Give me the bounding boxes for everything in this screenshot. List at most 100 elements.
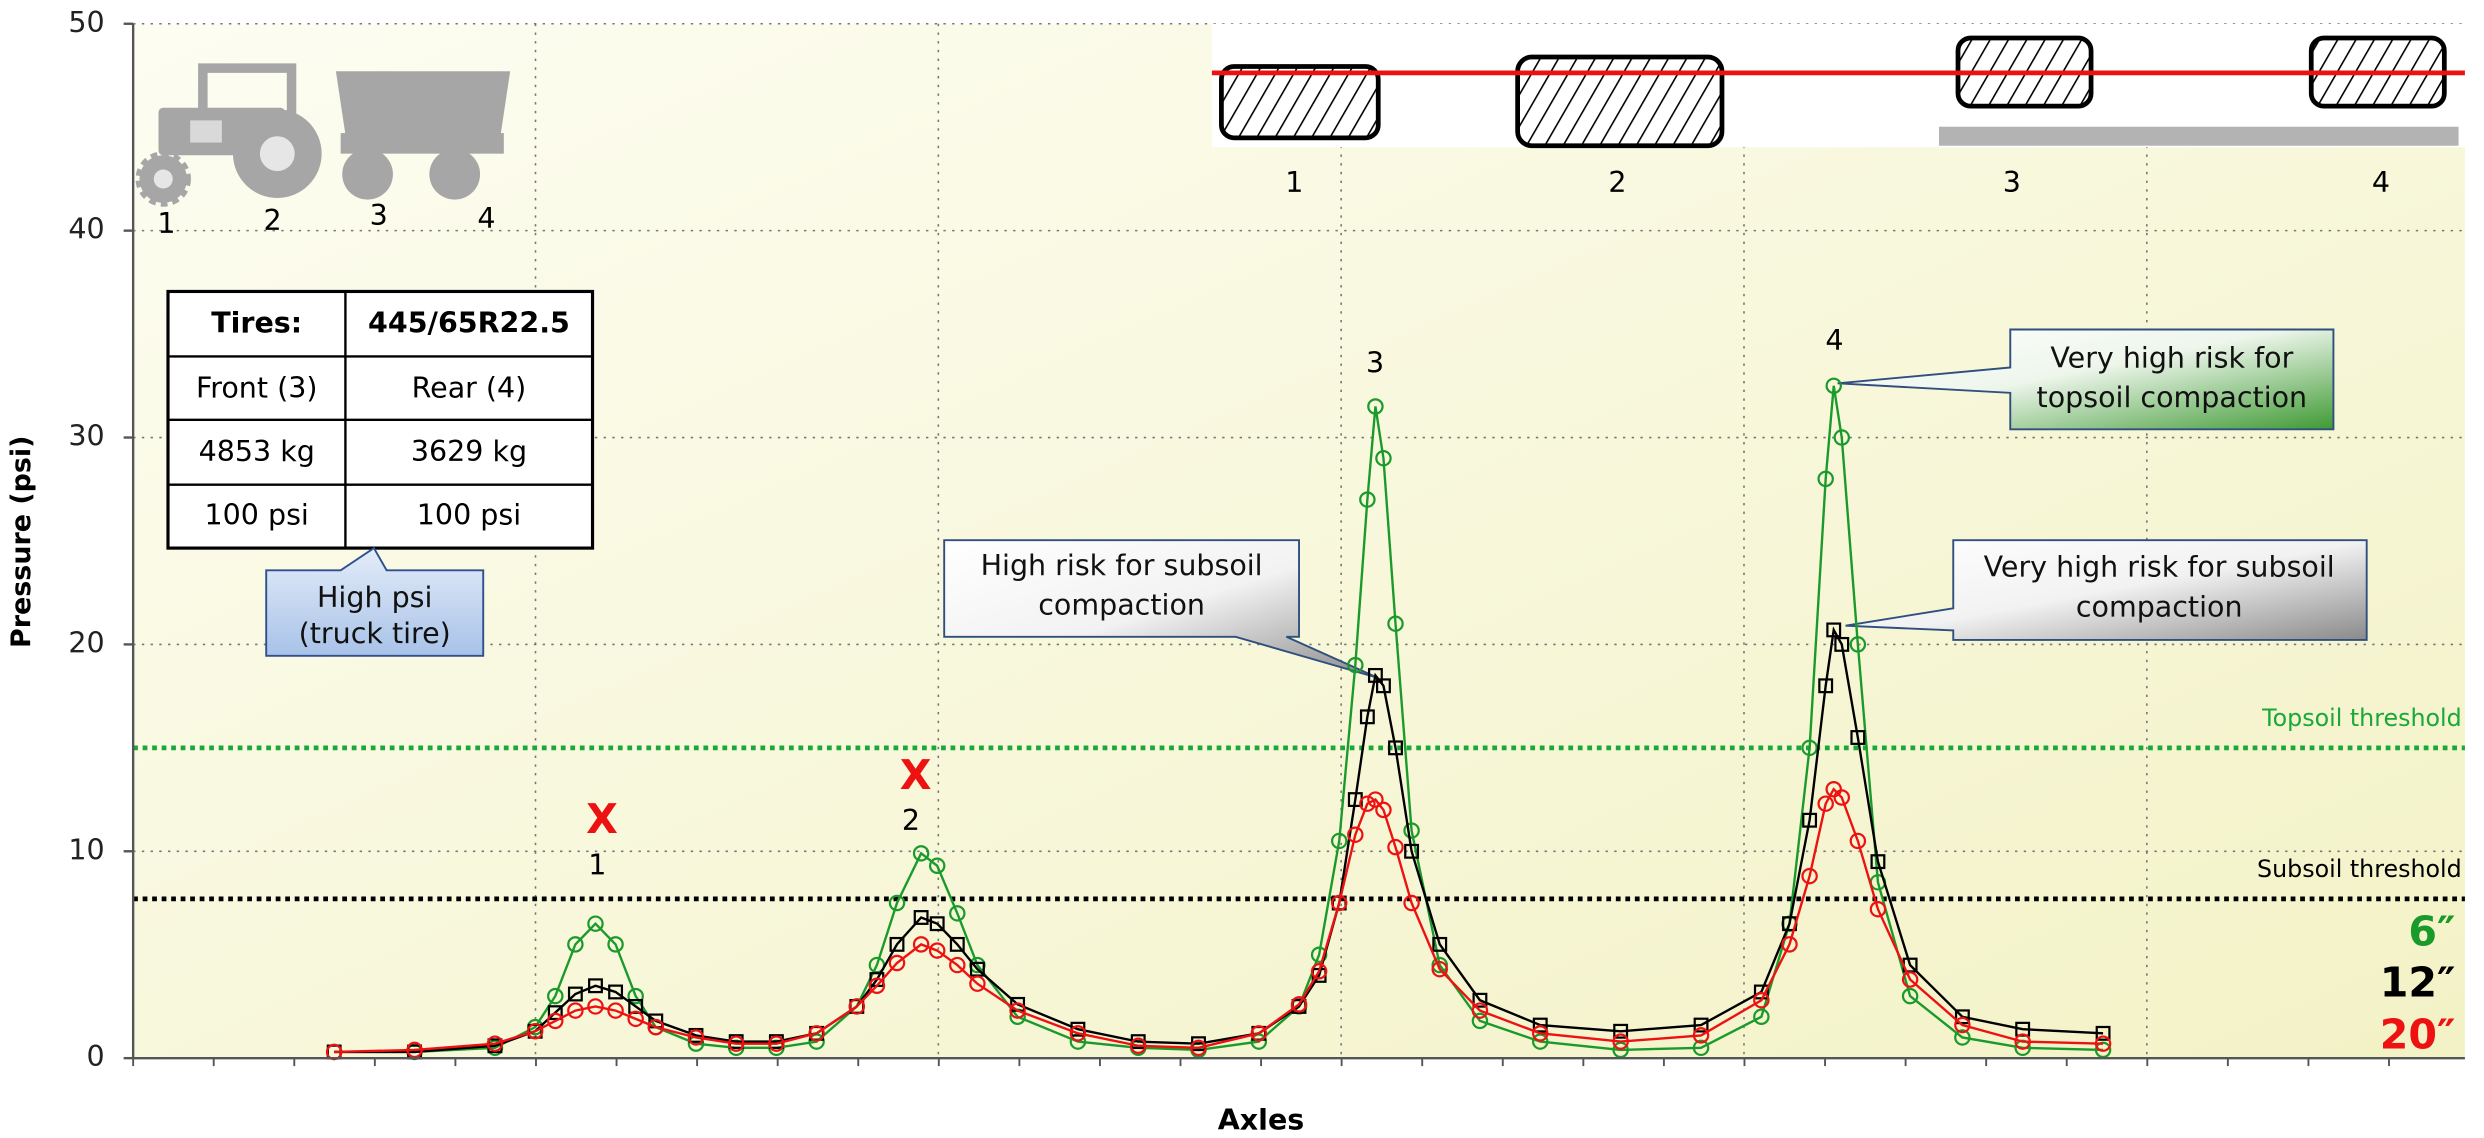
marker — [1367, 667, 1383, 683]
marker — [1367, 791, 1384, 808]
marker — [587, 915, 604, 932]
marker — [929, 916, 945, 932]
callout-box — [1845, 539, 2368, 641]
series-line — [334, 385, 2104, 1054]
marker — [2094, 1035, 2112, 1052]
marker — [1834, 636, 1850, 652]
legend-entry: 12″ — [2380, 958, 2456, 1006]
marker — [949, 936, 965, 952]
marker — [1387, 838, 1404, 856]
marker — [647, 1018, 665, 1036]
marker — [868, 977, 886, 994]
marker — [1901, 971, 1919, 988]
callout-text: topsoil compaction — [2037, 381, 2308, 414]
y-tick-label: 40 — [68, 213, 104, 246]
table-cell: Front (3) — [196, 372, 318, 405]
marker — [687, 1029, 705, 1046]
callout-text: compaction — [2076, 590, 2243, 623]
marker — [1310, 946, 1328, 963]
marker — [1129, 1037, 1147, 1054]
table-cell: 4853 kg — [199, 435, 315, 468]
marker — [1801, 867, 1818, 885]
marker — [1825, 377, 1842, 395]
legend-entry: 20″ — [2380, 1011, 2456, 1059]
tire — [1515, 54, 1725, 149]
table-cell: Rear (4) — [412, 372, 527, 405]
marker — [1801, 739, 1818, 757]
marker — [1693, 1017, 1709, 1033]
threshold-label: Topsoil threshold — [2261, 704, 2462, 732]
marker — [1901, 987, 1919, 1005]
marker — [889, 936, 905, 952]
marker — [588, 978, 603, 994]
marker — [1818, 678, 1834, 694]
marker — [1613, 1023, 1629, 1039]
cab — [198, 63, 297, 115]
marker — [1404, 843, 1420, 859]
peak-label: 3 — [1366, 346, 1384, 379]
y-tick-label: 0 — [86, 1040, 104, 1073]
grille — [190, 120, 222, 143]
trailer-bar — [1938, 126, 2459, 146]
tire-label: 2 — [1608, 166, 1626, 199]
marker — [1347, 826, 1364, 843]
marker — [1692, 1039, 1710, 1057]
marker — [1069, 1025, 1087, 1042]
callout-text: High risk for subsoil — [981, 549, 1263, 582]
trailer-wheel — [342, 148, 393, 200]
callout-text: Very high risk for subsoil — [1984, 551, 2335, 584]
marker — [1870, 854, 1886, 870]
marker — [1833, 789, 1851, 806]
marker — [912, 845, 930, 862]
marker — [1849, 636, 1867, 653]
marker — [2014, 1033, 2031, 1050]
marker — [1954, 1029, 1971, 1046]
marker — [1330, 832, 1348, 850]
marker — [1367, 398, 1384, 415]
marker — [1009, 1002, 1026, 1019]
table-cell: 445/65R22.5 — [368, 307, 570, 340]
marker — [1869, 900, 1887, 918]
excluded-mark: X — [586, 795, 618, 843]
callout-box — [1837, 328, 2335, 431]
marker — [768, 1035, 785, 1052]
tire-table — [166, 289, 595, 550]
marker — [547, 1012, 564, 1030]
y-tick-label: 20 — [68, 626, 104, 659]
marker — [1387, 615, 1404, 632]
series-line — [334, 787, 2104, 1054]
marker — [1472, 992, 1488, 1008]
marker — [547, 1005, 563, 1021]
marker — [1403, 822, 1420, 839]
marker — [1432, 936, 1448, 952]
table-cell: 3629 kg — [411, 435, 527, 468]
marker — [848, 998, 866, 1015]
marker — [608, 984, 624, 1000]
marker — [1612, 1033, 1629, 1050]
marker — [888, 954, 906, 972]
callout-box — [943, 539, 1379, 679]
marker — [1471, 1012, 1489, 1030]
marker — [1849, 832, 1867, 850]
y-axis-title: Pressure (psi) — [6, 436, 37, 648]
marker — [912, 936, 930, 953]
marker — [1532, 1017, 1548, 1033]
marker — [1431, 960, 1448, 978]
peak-label: 4 — [1825, 324, 1843, 357]
marker — [928, 942, 946, 959]
table-cell: 100 psi — [417, 498, 521, 531]
marker — [1826, 622, 1842, 638]
y-tick-label: 50 — [68, 6, 104, 39]
marker — [567, 1002, 584, 1019]
marker — [526, 1023, 544, 1040]
marker — [1403, 894, 1420, 912]
threshold-label: Subsoil threshold — [2257, 855, 2462, 883]
marker — [969, 975, 986, 992]
marker — [1850, 730, 1866, 745]
marker — [1833, 429, 1851, 446]
marker — [587, 998, 604, 1015]
trailer-frame — [340, 133, 504, 154]
marker — [1817, 470, 1834, 488]
table-cell: Tires: — [211, 307, 302, 340]
